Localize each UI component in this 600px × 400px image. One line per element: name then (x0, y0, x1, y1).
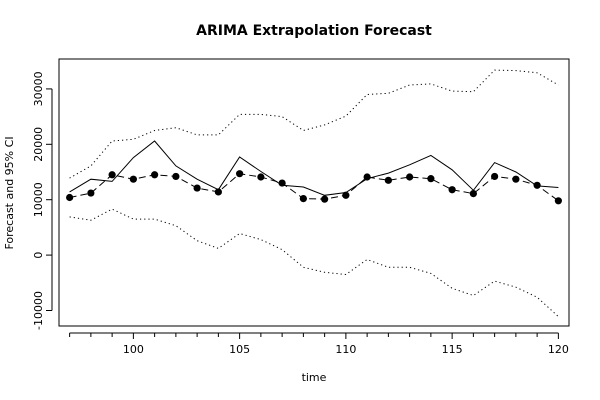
chart-title: ARIMA Extrapolation Forecast (196, 23, 432, 39)
x-tick-label: 100 (123, 343, 144, 356)
x-tick-label: 105 (229, 343, 250, 356)
y-tick-label: 10000 (32, 182, 45, 217)
y-tick-label: 0 (32, 252, 45, 259)
forecast-point (108, 171, 116, 179)
forecast-point (278, 179, 286, 187)
forecast-point (87, 189, 95, 197)
series-layer (66, 69, 562, 317)
forecast-point (533, 181, 541, 189)
forecast-point (491, 172, 499, 181)
forecast-point (214, 188, 222, 196)
y-axis: -10000 0 10000 20000 30000 (32, 71, 53, 330)
y-axis-label: Forecast and 95% CI (3, 136, 16, 249)
forecast-point (469, 190, 477, 198)
forecast-point (384, 176, 392, 184)
forecast-point (363, 173, 371, 181)
x-tick-label: 110 (335, 343, 356, 356)
series-line-forecast (69, 173, 559, 202)
forecast-point (427, 175, 435, 183)
forecast-point (299, 194, 307, 203)
forecast-point (66, 193, 74, 202)
forecast-point (129, 175, 137, 183)
forecast-point (193, 184, 201, 192)
x-tick-label: 115 (442, 343, 463, 356)
series-line-actual (69, 140, 559, 196)
y-tick-label: 30000 (32, 71, 45, 106)
series-line-upper-95 (69, 69, 559, 179)
forecast-point (342, 191, 350, 199)
forecast-point (406, 173, 414, 181)
forecast-point (512, 175, 520, 183)
forecast-point (172, 172, 180, 181)
x-axis: 100 105 110 115 120 (69, 332, 569, 356)
x-tick-label: 120 (548, 343, 569, 356)
series-line-lower-95 (69, 208, 559, 317)
forecast-point (151, 171, 159, 179)
forecast-point (554, 197, 562, 205)
y-tick-label: -10000 (32, 291, 45, 330)
y-tick-label: 20000 (32, 127, 45, 162)
x-axis-label: time (302, 371, 327, 384)
forecast-point (236, 170, 244, 178)
forecast-point (257, 173, 265, 181)
forecast-point (448, 186, 456, 194)
plot-frame (58, 58, 570, 327)
forecast-point (321, 195, 329, 203)
